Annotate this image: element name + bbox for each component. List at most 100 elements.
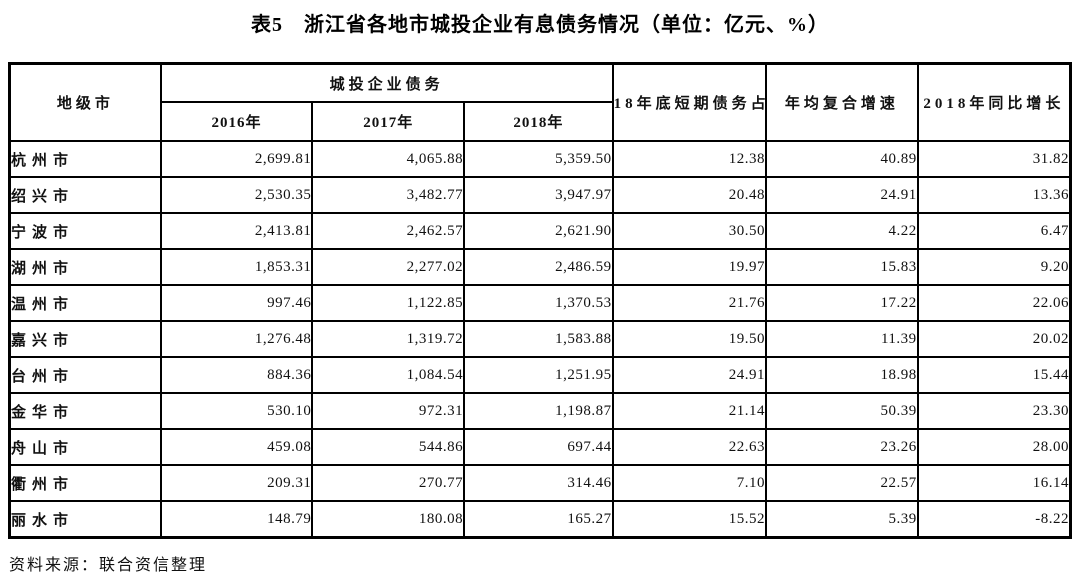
cell-cagr: 23.26 — [764, 428, 919, 466]
cell-y2016: 148.79 — [159, 500, 314, 539]
table-row: 杭州市 2,699.81 4,065.88 5,359.50 12.38 40.89 31.… — [8, 140, 1072, 178]
table-row: 嘉兴市 1,276.48 1,319.72 1,583.88 19.50 11.39 20.… — [8, 320, 1072, 358]
cell-short_term: 22.63 — [611, 428, 767, 466]
cell-y2016: 2,413.81 — [159, 212, 314, 250]
cell-yoy: 31.82 — [916, 140, 1072, 178]
cell-city: 衢州市 — [8, 464, 162, 502]
cell-yoy: 16.14 — [916, 464, 1072, 502]
table-row: 绍兴市 2,530.35 3,482.77 3,947.97 20.48 24.91 13.… — [8, 176, 1072, 214]
cell-y2016: 209.31 — [159, 464, 314, 502]
table-body: 杭州市 2,699.81 4,065.88 5,359.50 12.38 40.89 31.… — [8, 140, 1072, 539]
debt-table: 地级市 城投企业债务 18年底短期债务占 年均复合增速 2018年同比增长 20… — [8, 62, 1072, 539]
cell-cagr: 18.98 — [764, 356, 919, 394]
cell-yoy: 22.06 — [916, 284, 1072, 322]
table-row: 湖州市 1,853.31 2,277.02 2,486.59 19.97 15.83 9.2… — [8, 248, 1072, 286]
cell-y2017: 544.86 — [311, 428, 466, 466]
cell-y2018: 314.46 — [463, 464, 614, 502]
header-year-2017: 2017年 — [311, 101, 466, 142]
cell-city: 金华市 — [8, 392, 162, 430]
cell-cagr: 4.22 — [764, 212, 919, 250]
cell-short_term: 30.50 — [611, 212, 767, 250]
cell-y2017: 972.31 — [311, 392, 466, 430]
cell-y2017: 2,462.57 — [311, 212, 466, 250]
header-year-2016: 2016年 — [159, 101, 314, 142]
cell-y2017: 2,277.02 — [311, 248, 466, 286]
cell-yoy: 23.30 — [916, 392, 1072, 430]
cell-y2017: 1,319.72 — [311, 320, 466, 358]
cell-yoy: 13.36 — [916, 176, 1072, 214]
cell-y2016: 459.08 — [159, 428, 314, 466]
cell-yoy: -8.22 — [916, 500, 1072, 539]
header-cagr: 年均复合增速 — [764, 62, 919, 142]
cell-y2017: 3,482.77 — [311, 176, 466, 214]
cell-short_term: 19.50 — [611, 320, 767, 358]
cell-cagr: 5.39 — [764, 500, 919, 539]
cell-y2018: 697.44 — [463, 428, 614, 466]
header-yoy-2018: 2018年同比增长 — [916, 62, 1072, 142]
table-row: 舟山市 459.08 544.86 697.44 22.63 23.26 28.00 — [8, 428, 1072, 466]
table-header: 地级市 城投企业债务 18年底短期债务占 年均复合增速 2018年同比增长 20… — [8, 62, 1072, 142]
cell-city: 舟山市 — [8, 428, 162, 466]
header-year-2018: 2018年 — [463, 101, 614, 142]
cell-cagr: 11.39 — [764, 320, 919, 358]
cell-city: 杭州市 — [8, 140, 162, 178]
cell-y2018: 2,486.59 — [463, 248, 614, 286]
cell-cagr: 50.39 — [764, 392, 919, 430]
cell-y2017: 180.08 — [311, 500, 466, 539]
cell-city: 温州市 — [8, 284, 162, 322]
cell-short_term: 15.52 — [611, 500, 767, 539]
cell-y2017: 1,122.85 — [311, 284, 466, 322]
cell-yoy: 6.47 — [916, 212, 1072, 250]
cell-city: 台州市 — [8, 356, 162, 394]
cell-cagr: 40.89 — [764, 140, 919, 178]
cell-cagr: 17.22 — [764, 284, 919, 322]
cell-y2017: 1,084.54 — [311, 356, 466, 394]
cell-short_term: 19.97 — [611, 248, 767, 286]
cell-y2016: 2,699.81 — [159, 140, 314, 178]
cell-y2018: 2,621.90 — [463, 212, 614, 250]
cell-y2018: 1,251.95 — [463, 356, 614, 394]
cell-city: 湖州市 — [8, 248, 162, 286]
cell-short_term: 21.14 — [611, 392, 767, 430]
cell-y2016: 530.10 — [159, 392, 314, 430]
header-row-1: 地级市 城投企业债务 18年底短期债务占 年均复合增速 2018年同比增长 — [8, 62, 1072, 142]
cell-y2016: 884.36 — [159, 356, 314, 394]
cell-short_term: 24.91 — [611, 356, 767, 394]
cell-y2018: 3,947.97 — [463, 176, 614, 214]
cell-y2018: 1,370.53 — [463, 284, 614, 322]
cell-cagr: 15.83 — [764, 248, 919, 286]
cell-y2016: 1,853.31 — [159, 248, 314, 286]
cell-y2018: 1,583.88 — [463, 320, 614, 358]
cell-city: 嘉兴市 — [8, 320, 162, 358]
cell-y2016: 997.46 — [159, 284, 314, 322]
cell-yoy: 15.44 — [916, 356, 1072, 394]
cell-y2018: 1,198.87 — [463, 392, 614, 430]
cell-y2016: 2,530.35 — [159, 176, 314, 214]
table-row: 台州市 884.36 1,084.54 1,251.95 24.91 18.98 15.44 — [8, 356, 1072, 394]
cell-y2016: 1,276.48 — [159, 320, 314, 358]
source-note: 资料来源：联合资信整理 — [9, 557, 208, 574]
cell-y2017: 4,065.88 — [311, 140, 466, 178]
header-debt-group: 城投企业债务 — [159, 62, 614, 103]
cell-short_term: 12.38 — [611, 140, 767, 178]
cell-cagr: 24.91 — [764, 176, 919, 214]
cell-city: 宁波市 — [8, 212, 162, 250]
cell-city: 绍兴市 — [8, 176, 162, 214]
header-short-term-share: 18年底短期债务占 — [611, 62, 767, 142]
cell-y2018: 165.27 — [463, 500, 614, 539]
table-row: 衢州市 209.31 270.77 314.46 7.10 22.57 16.14 — [8, 464, 1072, 502]
table-row: 宁波市 2,413.81 2,462.57 2,621.90 30.50 4.22 6.47 — [8, 212, 1072, 250]
cell-short_term: 20.48 — [611, 176, 767, 214]
cell-yoy: 9.20 — [916, 248, 1072, 286]
cell-short_term: 7.10 — [611, 464, 767, 502]
table-title: 表5 浙江省各地市城投企业有息债务情况（单位：亿元、%） — [251, 14, 829, 36]
table-row: 金华市 530.10 972.31 1,198.87 21.14 50.39 23.30 — [8, 392, 1072, 430]
cell-y2017: 270.77 — [311, 464, 466, 502]
header-city: 地级市 — [8, 62, 162, 142]
cell-city: 丽水市 — [8, 500, 162, 539]
cell-yoy: 28.00 — [916, 428, 1072, 466]
cell-short_term: 21.76 — [611, 284, 767, 322]
cell-y2018: 5,359.50 — [463, 140, 614, 178]
header-row-2: 2016年 2017年 2018年 — [10, 101, 1071, 142]
